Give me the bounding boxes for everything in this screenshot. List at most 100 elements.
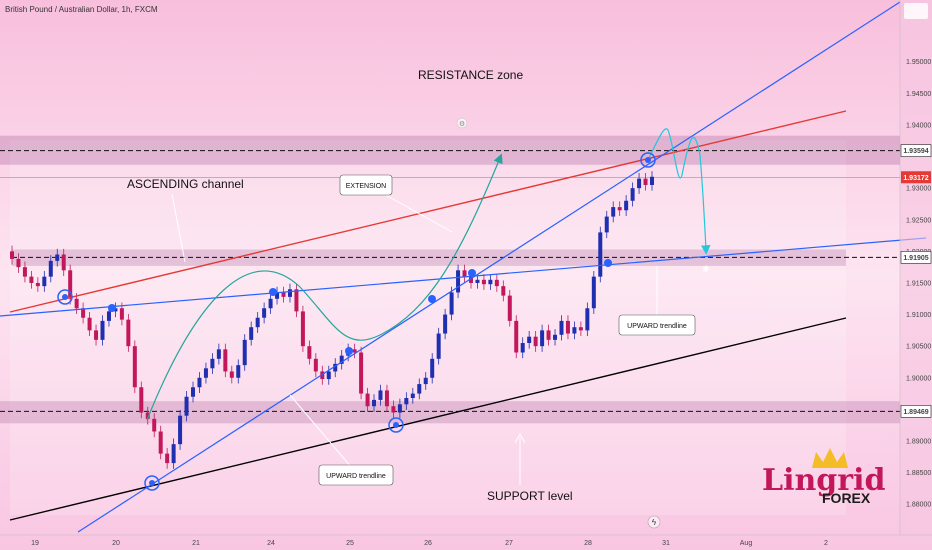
candle-body [384, 390, 389, 407]
candle-body [210, 358, 215, 369]
candle-body [520, 343, 525, 353]
touch-circle [388, 417, 404, 433]
touch-circle [640, 152, 656, 168]
candle-body [48, 260, 53, 277]
candle-body [145, 412, 150, 419]
touch-dot [62, 294, 68, 300]
support-arrow-head [514, 432, 526, 444]
candle-body [16, 258, 21, 268]
projection-curve [146, 153, 503, 421]
candle-body [643, 178, 648, 185]
touch-dot [269, 288, 277, 296]
future-projection-path [647, 128, 711, 255]
candle-body [165, 453, 170, 464]
candle-body [514, 320, 519, 353]
candle-body [35, 282, 40, 287]
flash-icon[interactable] [647, 515, 661, 529]
x-tick-label: 27 [505, 540, 513, 547]
candle-body [229, 371, 234, 378]
candle-body [203, 368, 208, 378]
candle-body [326, 371, 331, 380]
x-tick-label: 21 [192, 540, 200, 547]
candle-body [42, 276, 47, 287]
extension-label-box [339, 174, 393, 196]
alert-icon-glyph: ⚙ [459, 120, 465, 128]
candle-body [598, 232, 603, 277]
candle-body [604, 216, 609, 233]
candle-body [449, 292, 454, 315]
channel-box [10, 140, 846, 515]
candle-body [591, 276, 596, 309]
candle-body [197, 377, 202, 388]
price-tag-box [901, 171, 931, 184]
axis-settings-button[interactable] [904, 3, 928, 19]
candle-body [436, 333, 441, 359]
trendline-label-box-left [318, 464, 394, 486]
touch-dot [393, 422, 399, 428]
lingrid-logo: Lingrid FOREX [762, 448, 885, 506]
candle-body [55, 254, 60, 261]
candle-body [397, 404, 402, 413]
candle-body [132, 346, 137, 388]
candle-body [617, 207, 622, 211]
trendline-label-box-right [618, 314, 696, 336]
alert-icon[interactable] [456, 117, 468, 129]
candle-body [501, 286, 506, 296]
resistance-zone-label: RESISTANCE zone [418, 68, 523, 82]
x-tick-label: 20 [112, 540, 120, 547]
candle-body [578, 327, 583, 331]
candle-body [242, 339, 247, 366]
price-tag-box [900, 405, 932, 418]
candle-body [119, 308, 124, 320]
price-tag-label: 1.93594 [903, 148, 928, 155]
candle-body [152, 418, 157, 432]
touch-dot [428, 295, 436, 303]
candle-body [100, 320, 105, 340]
x-tick-label: Aug [740, 540, 753, 547]
candle-body [333, 363, 338, 372]
candle-body [158, 431, 163, 454]
candle-body [494, 279, 499, 287]
candle-body [391, 406, 396, 413]
x-axis-ticks: 19 20 21 24 25 26 27 28 31 Aug 2 [31, 540, 828, 547]
candle-body [320, 371, 325, 380]
support-zone-band [0, 401, 900, 424]
candle-body [68, 270, 73, 299]
candle-body [184, 396, 189, 416]
candle-body [410, 393, 415, 399]
candle-body [287, 289, 292, 297]
candle-body [565, 320, 570, 334]
candle-body [365, 393, 370, 407]
x-tick-label: 2 [824, 540, 828, 547]
y-tick-label: 1.88000 [906, 502, 931, 509]
candle-body [540, 330, 545, 347]
candle-body [61, 254, 66, 271]
candle-body [313, 358, 318, 372]
x-tick-label: 26 [424, 540, 432, 547]
channel-pointer-line [171, 193, 186, 263]
candle-body [339, 355, 344, 364]
candle-body [223, 349, 228, 372]
candle-body [255, 317, 260, 328]
candle-body [423, 377, 428, 385]
candle-body [630, 188, 635, 201]
y-tick-label: 1.89000 [906, 438, 931, 445]
y-tick-label: 1.92500 [906, 217, 931, 224]
price-axis-panel [900, 0, 932, 550]
candle-body [171, 444, 176, 464]
y-tick-label: 1.91500 [906, 280, 931, 287]
candle-body [74, 298, 79, 309]
candle-body [468, 276, 473, 283]
candle-body [462, 270, 467, 277]
candle-body [488, 279, 493, 285]
candle-body [572, 327, 577, 334]
y-tick-label: 1.95000 [906, 59, 931, 66]
flash-icon-glyph: ϟ [652, 518, 657, 527]
candle-body [262, 308, 267, 318]
crown-icon [812, 448, 848, 468]
candle-body [294, 289, 299, 312]
price-tags: 1.93594 1.93172 1.91905 1.89469 [900, 144, 932, 418]
touch-dot [645, 157, 651, 163]
logo-main-text: Lingrid [762, 463, 885, 498]
